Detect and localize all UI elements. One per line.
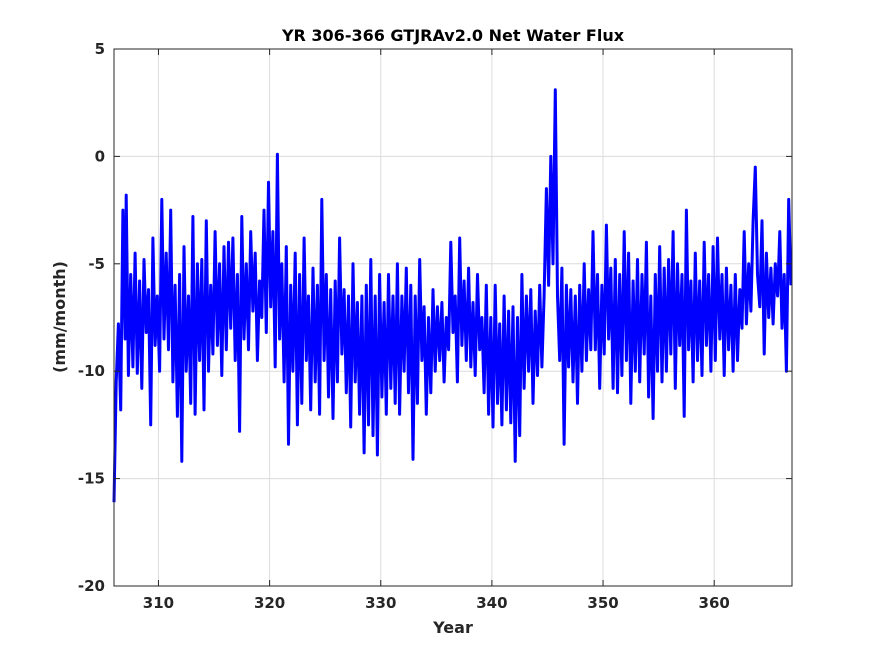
series-line <box>112 88 793 503</box>
y-tick-label: -10 <box>78 362 105 380</box>
series-layer <box>112 88 793 503</box>
x-tick-label: 320 <box>254 594 285 612</box>
chart-title: YR 306-366 GTJRAv2.0 Net Water Flux <box>281 26 625 45</box>
plot-frame <box>113 48 793 587</box>
y-tick-label: 0 <box>95 147 105 165</box>
y-tick-label: -20 <box>78 577 105 595</box>
y-axis-label: (mm/month) <box>50 261 69 373</box>
x-tick-label: 330 <box>365 594 396 612</box>
x-tick-label: 340 <box>476 594 507 612</box>
ticks: 310 320 330 340 350 360 5 0 -5 -10 -15 -20 <box>78 40 792 612</box>
x-axis-label: Year <box>432 618 473 637</box>
y-tick-label: -5 <box>88 255 105 273</box>
x-tick-label: 360 <box>699 594 730 612</box>
y-tick-label: 5 <box>95 40 105 58</box>
x-tick-label: 350 <box>587 594 618 612</box>
y-tick-label: -15 <box>78 470 105 488</box>
x-tick-label: 310 <box>143 594 174 612</box>
